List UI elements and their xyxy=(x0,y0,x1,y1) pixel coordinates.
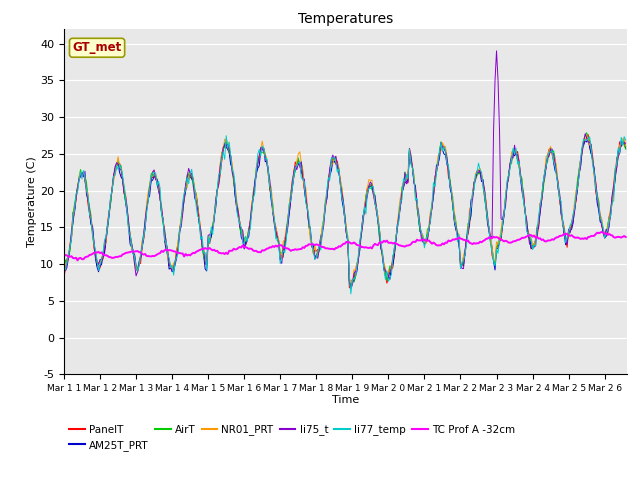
PanelT xyxy=(602,232,610,238)
Line: li75_t: li75_t xyxy=(64,51,626,288)
PanelT xyxy=(346,285,353,291)
AM25T_PRT xyxy=(60,257,68,263)
AM25T_PRT xyxy=(341,216,349,222)
NR01_PRT xyxy=(622,144,630,149)
li75_t xyxy=(493,48,500,54)
AM25T_PRT xyxy=(241,246,248,252)
AM25T_PRT xyxy=(252,171,260,177)
PanelT xyxy=(341,217,349,223)
AM25T_PRT xyxy=(584,135,592,141)
AirT xyxy=(347,285,355,291)
NR01_PRT xyxy=(241,239,248,244)
Line: NR01_PRT: NR01_PRT xyxy=(64,135,626,285)
NR01_PRT xyxy=(583,132,591,138)
AirT xyxy=(398,184,406,190)
AirT xyxy=(252,165,260,171)
AirT xyxy=(622,146,630,152)
li77_temp xyxy=(60,261,68,267)
AirT xyxy=(198,246,206,252)
PanelT xyxy=(198,243,206,249)
PanelT xyxy=(584,132,592,137)
li75_t xyxy=(241,245,248,251)
NR01_PRT xyxy=(602,232,610,238)
li75_t xyxy=(198,244,206,250)
Text: GT_met: GT_met xyxy=(72,41,122,54)
Legend: PanelT, AM25T_PRT, AirT, NR01_PRT, li75_t, li77_temp, TC Prof A -32cm: PanelT, AM25T_PRT, AirT, NR01_PRT, li75_… xyxy=(69,424,515,451)
AM25T_PRT xyxy=(602,233,610,239)
Line: li77_temp: li77_temp xyxy=(64,136,626,294)
TC Prof A -32cm xyxy=(74,257,81,263)
li77_temp xyxy=(399,176,407,182)
Line: PanelT: PanelT xyxy=(64,134,626,288)
Line: AirT: AirT xyxy=(64,132,626,288)
li77_temp xyxy=(342,228,350,233)
TC Prof A -32cm xyxy=(242,244,250,250)
li77_temp xyxy=(198,234,206,240)
Line: TC Prof A -32cm: TC Prof A -32cm xyxy=(64,232,626,260)
AirT xyxy=(60,266,68,272)
li75_t xyxy=(602,227,610,232)
li77_temp xyxy=(347,291,355,297)
PanelT xyxy=(622,144,630,149)
PanelT xyxy=(398,190,406,195)
TC Prof A -32cm xyxy=(342,239,350,245)
X-axis label: Time: Time xyxy=(332,395,359,405)
li75_t xyxy=(622,140,630,146)
PanelT xyxy=(60,273,68,279)
li75_t xyxy=(60,265,68,271)
AM25T_PRT xyxy=(622,145,630,151)
NR01_PRT xyxy=(341,215,349,220)
PanelT xyxy=(252,170,260,176)
TC Prof A -32cm xyxy=(398,243,406,249)
NR01_PRT xyxy=(198,240,206,246)
TC Prof A -32cm xyxy=(60,252,68,257)
TC Prof A -32cm xyxy=(254,249,262,255)
li75_t xyxy=(398,190,406,195)
li75_t xyxy=(341,213,349,218)
Y-axis label: Temperature (C): Temperature (C) xyxy=(28,156,37,247)
AM25T_PRT xyxy=(347,283,355,289)
li77_temp xyxy=(622,137,630,143)
AM25T_PRT xyxy=(398,189,406,194)
Title: Temperatures: Temperatures xyxy=(298,12,393,26)
TC Prof A -32cm xyxy=(622,234,630,240)
NR01_PRT xyxy=(252,168,260,173)
AirT xyxy=(241,235,248,241)
AM25T_PRT xyxy=(198,240,206,246)
li75_t xyxy=(347,286,355,291)
NR01_PRT xyxy=(349,282,356,288)
li77_temp xyxy=(602,230,610,236)
TC Prof A -32cm xyxy=(200,246,207,252)
li77_temp xyxy=(242,233,250,239)
TC Prof A -32cm xyxy=(598,229,605,235)
li77_temp xyxy=(254,152,262,157)
NR01_PRT xyxy=(398,189,406,194)
Line: AM25T_PRT: AM25T_PRT xyxy=(64,138,626,286)
li77_temp xyxy=(222,133,230,139)
NR01_PRT xyxy=(60,267,68,273)
li75_t xyxy=(252,170,260,176)
TC Prof A -32cm xyxy=(602,230,610,236)
AirT xyxy=(583,130,591,135)
AirT xyxy=(341,212,349,217)
AirT xyxy=(602,232,610,238)
PanelT xyxy=(241,239,248,244)
